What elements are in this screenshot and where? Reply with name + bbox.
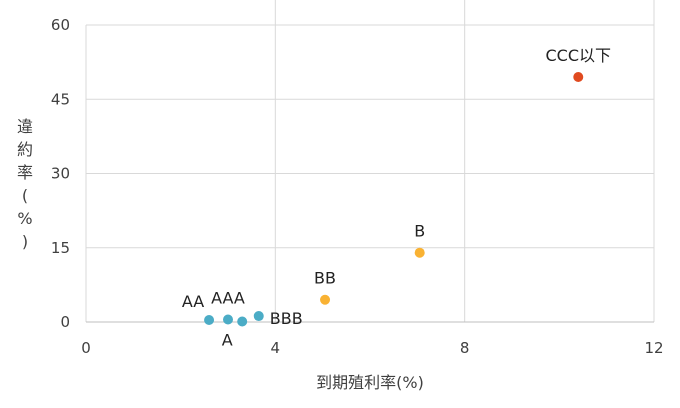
data-points <box>204 71 584 327</box>
y-axis-title-char: ) <box>22 232 28 251</box>
data-label: BB <box>314 269 336 288</box>
tick-labels: 0 15 30 45 60 0 4 8 12 <box>51 16 664 357</box>
y-tick-label: 15 <box>51 239 70 257</box>
data-point <box>204 315 215 326</box>
y-axis-title-char: % <box>17 209 32 228</box>
x-tick-label: 12 <box>644 339 663 357</box>
data-point <box>573 71 584 82</box>
y-axis-title-char: 違 <box>17 117 33 136</box>
data-label: AA <box>182 292 204 311</box>
y-axis-title-char: 約 <box>17 140 33 159</box>
y-tick-label: 0 <box>60 313 70 331</box>
y-tick-label: 60 <box>51 16 70 34</box>
data-point <box>320 294 331 305</box>
data-label: CCC以下 <box>546 46 612 65</box>
y-axis-title: 違約率 (%) <box>17 117 33 251</box>
x-tick-label: 4 <box>271 339 281 357</box>
data-point <box>223 314 233 325</box>
data-point <box>237 316 248 327</box>
data-label: B <box>414 222 425 241</box>
x-tick-label: 0 <box>81 339 91 357</box>
y-tick-label: 45 <box>51 90 70 108</box>
y-tick-label: 30 <box>51 165 70 183</box>
data-label: A <box>222 331 233 350</box>
y-axis-title-char: ( <box>22 186 28 205</box>
data-point <box>253 311 264 322</box>
axes <box>85 25 654 323</box>
data-point <box>414 247 425 258</box>
grid-lines <box>86 0 655 322</box>
x-axis-title: 到期殖利率(%) <box>316 373 424 392</box>
x-tick-label: 8 <box>460 339 470 357</box>
data-label: AAA <box>211 289 245 308</box>
data-label: BBB <box>270 309 303 328</box>
y-axis-title-char: 率 <box>17 163 33 182</box>
